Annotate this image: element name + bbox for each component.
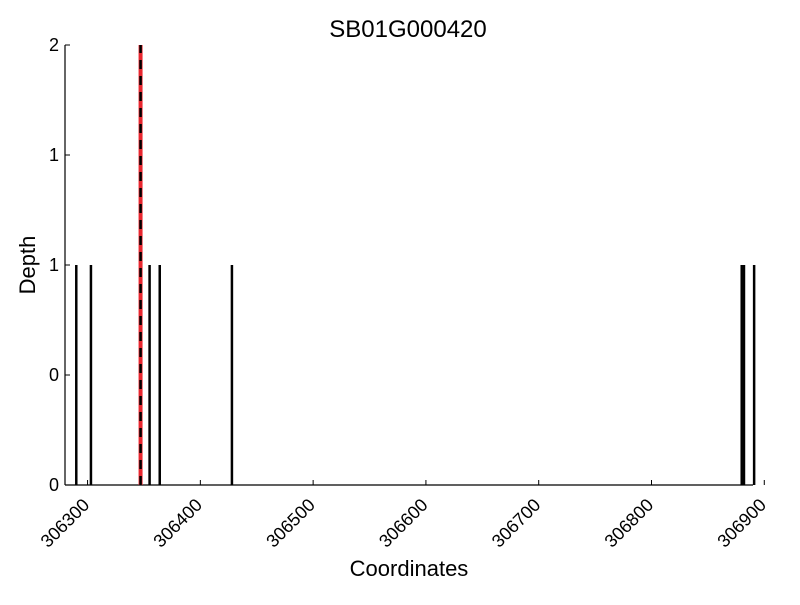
y-tick-label: 1 [49, 145, 59, 165]
x-tick-label: 306800 [601, 495, 658, 552]
x-tick-label: 306300 [37, 495, 94, 552]
y-axis-label: Depth [15, 236, 40, 295]
y-tick-label: 2 [49, 35, 59, 55]
x-tick-label: 306900 [713, 495, 770, 552]
y-tick-label: 1 [49, 255, 59, 275]
x-tick-label: 306500 [262, 495, 319, 552]
x-tick-label: 306700 [488, 495, 545, 552]
y-tick-label: 0 [49, 365, 59, 385]
x-axis-label: Coordinates [350, 556, 469, 581]
x-ticks: 306300 306400 306500 306600 306700 306800 3069… [37, 480, 770, 551]
chart-title: SB01G000420 [329, 16, 486, 43]
depth-bars [75, 45, 756, 485]
x-tick-label: 306400 [149, 495, 206, 552]
y-tick-label: 0 [49, 475, 59, 495]
x-tick-label: 306600 [375, 495, 432, 552]
y-ticks: 0 0 1 1 2 [49, 35, 70, 495]
